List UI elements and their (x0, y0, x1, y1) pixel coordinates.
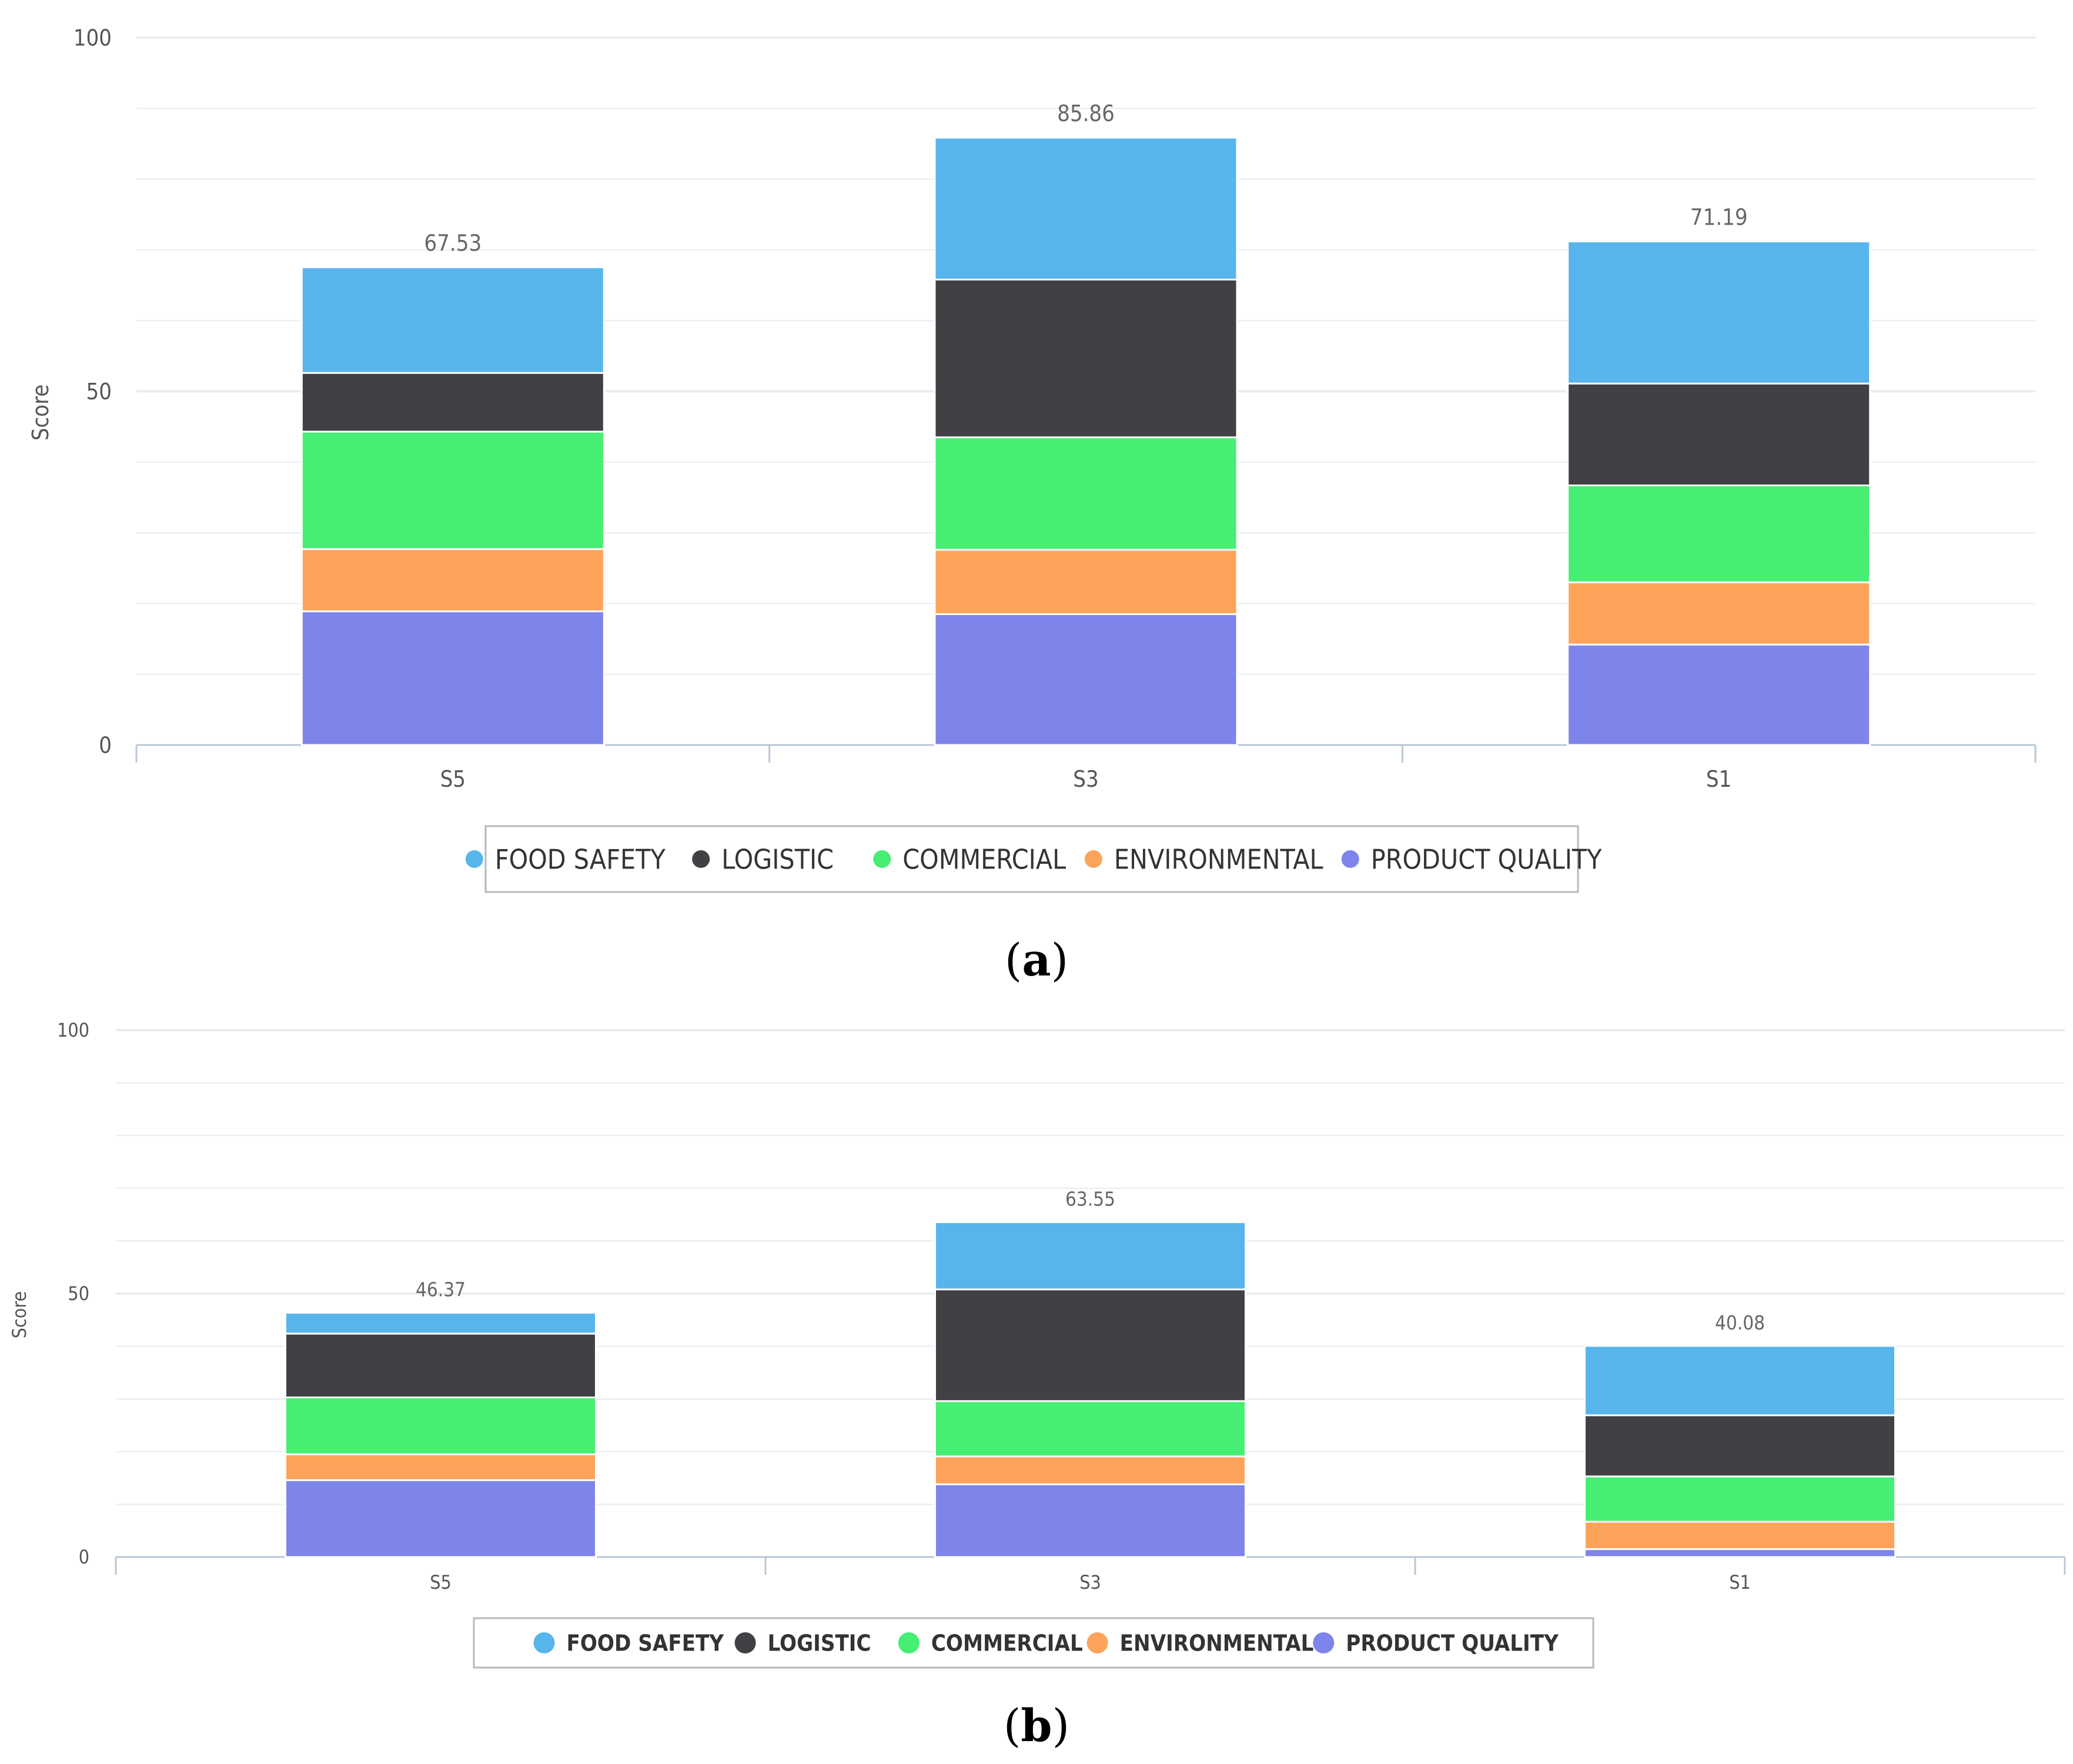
bar-s3-food-safety[interactable] (934, 1221, 1246, 1291)
legend-item-commercial[interactable]: COMMERCIAL (898, 1631, 1083, 1656)
bar-s3-logistic[interactable] (934, 1288, 1246, 1402)
legend-box (473, 1617, 1594, 1669)
bar-s5-product-quality[interactable] (285, 1479, 597, 1558)
legend-marker-commercial (898, 1632, 920, 1653)
x-tick-label-s1: S1 (1706, 766, 1731, 792)
bar-s5-commercial[interactable] (300, 430, 605, 550)
legend-item-commercial[interactable]: COMMERCIAL (873, 844, 1066, 876)
y-tick-label: 0 (79, 1546, 89, 1568)
caption-a: (a) (1004, 934, 1069, 986)
y-tick-label: 100 (73, 25, 112, 51)
total-label-s3: 63.55 (1065, 1188, 1115, 1211)
legend-item-environmental[interactable]: ENVIRONMENTAL (1084, 844, 1323, 876)
x-tick-label-s3: S3 (1073, 766, 1098, 792)
legend-box (484, 825, 1579, 893)
legend-item-food-safety[interactable]: FOOD SAFETY (465, 844, 666, 876)
legend-item-food-safety[interactable]: FOOD SAFETY (533, 1631, 725, 1656)
y-tick-label: 50 (86, 379, 112, 405)
total-label-s5: 67.53 (424, 230, 482, 256)
bar-s3-environmental[interactable] (934, 1455, 1246, 1485)
bar-s1-product-quality[interactable] (1567, 643, 1871, 746)
bar-s3-commercial[interactable] (934, 1400, 1246, 1458)
bar-s1-food-safety[interactable] (1584, 1345, 1896, 1416)
y-axis-label: Score (8, 1291, 31, 1339)
legend-item-logistic[interactable]: LOGISTIC (734, 1631, 871, 1656)
stacked-bar-chart-b: 0 50 100 Score 46.37 S5 63.55 S3 40.08 S1 FOOD SAF… (8, 1019, 2066, 1669)
legend-label-logistic: LOGISTIC (768, 1631, 871, 1656)
bar-s1-commercial[interactable] (1584, 1475, 1896, 1523)
bar-s1-commercial[interactable] (1567, 484, 1871, 583)
bar-s5-logistic[interactable] (300, 372, 605, 433)
legend-label-logistic: LOGISTIC (721, 844, 834, 876)
legend-label-commercial: COMMERCIAL (931, 1631, 1083, 1656)
total-label-s3: 85.86 (1057, 101, 1115, 126)
bar-s3-product-quality[interactable] (934, 613, 1238, 746)
x-tick-label-s3: S3 (1079, 1571, 1101, 1593)
bar-s1-environmental[interactable] (1584, 1521, 1896, 1551)
chart-panel-a: 0 50 100 Score 67.53 S5 85.86 S3 71.19 S1 FOOD SAF… (28, 25, 2037, 986)
total-label-s1: 40.08 (1715, 1311, 1765, 1334)
legend-marker-food-safety (465, 850, 483, 868)
bar-s1-food-safety[interactable] (1567, 240, 1871, 385)
legend-label-food-safety: FOOD SAFETY (495, 844, 666, 876)
legend-marker-product-quality (1341, 850, 1359, 868)
legend-label-environmental: ENVIRONMENTAL (1114, 844, 1323, 876)
y-tick-label: 50 (68, 1282, 89, 1305)
x-tick-label-s1: S1 (1729, 1571, 1751, 1593)
legend-a: FOOD SAFETY LOGISTIC COMMERCIAL ENVIRONMENT… (465, 825, 1602, 893)
total-label-s1: 71.19 (1690, 205, 1748, 230)
y-axis-label: Score (28, 385, 54, 441)
legend-marker-product-quality (1313, 1632, 1335, 1653)
legend-item-product-quality[interactable]: PRODUCT QUALITY (1313, 1631, 1559, 1656)
legend-marker-commercial (873, 850, 891, 868)
y-tick-label: 0 (99, 732, 112, 758)
legend-item-environmental[interactable]: ENVIRONMENTAL (1086, 1631, 1314, 1656)
legend-label-commercial: COMMERCIAL (902, 844, 1066, 876)
bar-s5-commercial[interactable] (285, 1396, 597, 1455)
legend-marker-food-safety (533, 1632, 555, 1653)
bar-s1-logistic[interactable] (1584, 1414, 1896, 1478)
legend-b: FOOD SAFETY LOGISTIC COMMERCIAL ENVIRONMENT… (473, 1617, 1594, 1669)
caption-letter-a: a (1022, 934, 1051, 986)
chart-panel-b: 0 50 100 Score 46.37 S5 63.55 S3 40.08 S1 FOOD SAF… (0, 1000, 2073, 1764)
legend-label-food-safety: FOOD SAFETY (567, 1631, 725, 1656)
legend-item-logistic[interactable]: LOGISTIC (692, 844, 834, 876)
legend-marker-logistic (692, 850, 710, 868)
bar-s1-logistic[interactable] (1567, 382, 1871, 486)
legend-marker-environmental (1084, 850, 1102, 868)
legend-marker-environmental (1086, 1632, 1108, 1653)
legend-label-product-quality: PRODUCT QUALITY (1371, 844, 1602, 876)
legend-marker-logistic (734, 1632, 756, 1653)
legend-label-product-quality: PRODUCT QUALITY (1346, 1631, 1559, 1656)
bar-s3-product-quality[interactable] (934, 1483, 1246, 1558)
bar-s5-food-safety[interactable] (285, 1312, 597, 1335)
y-tick-label: 100 (57, 1019, 89, 1041)
bar-s5-environmental[interactable] (285, 1453, 597, 1481)
bar-s1-environmental[interactable] (1567, 581, 1871, 646)
total-label-s5: 46.37 (416, 1278, 466, 1301)
bar-s3-food-safety[interactable] (934, 136, 1238, 280)
bar-s5-environmental[interactable] (300, 548, 605, 613)
x-tick-label-s5: S5 (440, 766, 466, 792)
bar-s3-logistic[interactable] (934, 278, 1238, 439)
bar-s3-environmental[interactable] (934, 549, 1238, 615)
stacked-bar-chart-a: 0 50 100 Score 67.53 S5 85.86 S3 71.19 S1 FOOD SAF… (28, 25, 2037, 893)
legend-item-product-quality[interactable]: PRODUCT QUALITY (1341, 844, 1602, 876)
x-tick-label-s5: S5 (430, 1571, 452, 1593)
caption-b: (b) (1003, 1699, 1070, 1752)
legend-label-environmental: ENVIRONMENTAL (1120, 1631, 1314, 1656)
caption-letter-b: b (1021, 1699, 1052, 1752)
bar-s5-food-safety[interactable] (300, 266, 605, 374)
bar-s5-product-quality[interactable] (300, 610, 605, 746)
bar-s3-commercial[interactable] (934, 436, 1238, 551)
bar-s1-product-quality[interactable] (1584, 1548, 1896, 1558)
bar-s5-logistic[interactable] (285, 1332, 597, 1399)
